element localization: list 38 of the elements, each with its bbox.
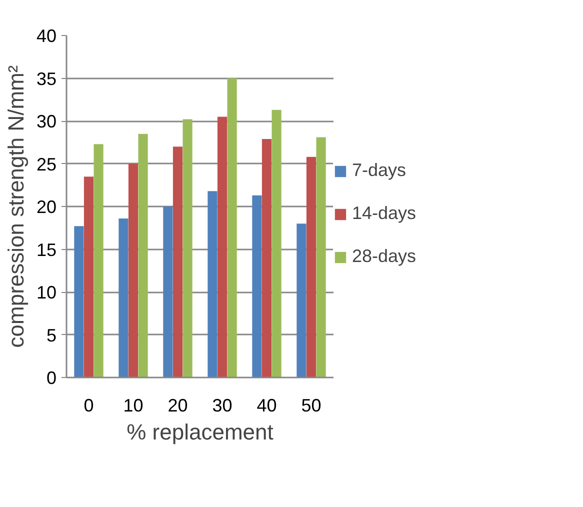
bar xyxy=(217,116,228,378)
bar xyxy=(172,146,183,378)
bar xyxy=(182,119,192,378)
bar xyxy=(74,226,84,378)
legend-label: 28-days xyxy=(352,246,416,267)
bar xyxy=(94,144,104,378)
y-tick-label: 15 xyxy=(36,240,57,260)
y-tick-label: 10 xyxy=(36,282,57,302)
y-tick-label: 30 xyxy=(36,112,57,132)
bar xyxy=(316,137,326,378)
y-tick-label: 5 xyxy=(46,325,57,346)
x-tick-label: 40 xyxy=(256,396,277,416)
bar xyxy=(208,191,218,378)
y-axis-title: compression strength N/mm² xyxy=(3,65,28,348)
x-tick-label: 0 xyxy=(84,396,94,416)
bar xyxy=(84,176,94,378)
bar xyxy=(262,138,272,378)
bar xyxy=(272,110,282,378)
x-tick-label: 50 xyxy=(301,396,322,416)
y-tick-label: 35 xyxy=(36,68,57,89)
x-tick-label: 30 xyxy=(212,396,232,416)
bar xyxy=(296,224,306,378)
y-tick-label: 20 xyxy=(36,197,57,217)
bar xyxy=(128,164,138,378)
bar xyxy=(252,195,262,378)
bar xyxy=(227,78,237,378)
y-tick-label: 40 xyxy=(36,26,57,46)
y-tick-label: 0 xyxy=(46,368,57,388)
bar xyxy=(118,218,128,378)
bar xyxy=(163,206,173,378)
x-axis-title: % replacement xyxy=(126,420,274,444)
x-tick-label: 20 xyxy=(168,396,188,416)
y-tick-label: 25 xyxy=(36,154,57,174)
legend-label: 7-days xyxy=(352,160,406,181)
bar xyxy=(138,134,148,378)
x-tick-label: 10 xyxy=(123,396,144,416)
bar xyxy=(306,156,316,378)
legend-label: 14-days xyxy=(352,203,416,224)
